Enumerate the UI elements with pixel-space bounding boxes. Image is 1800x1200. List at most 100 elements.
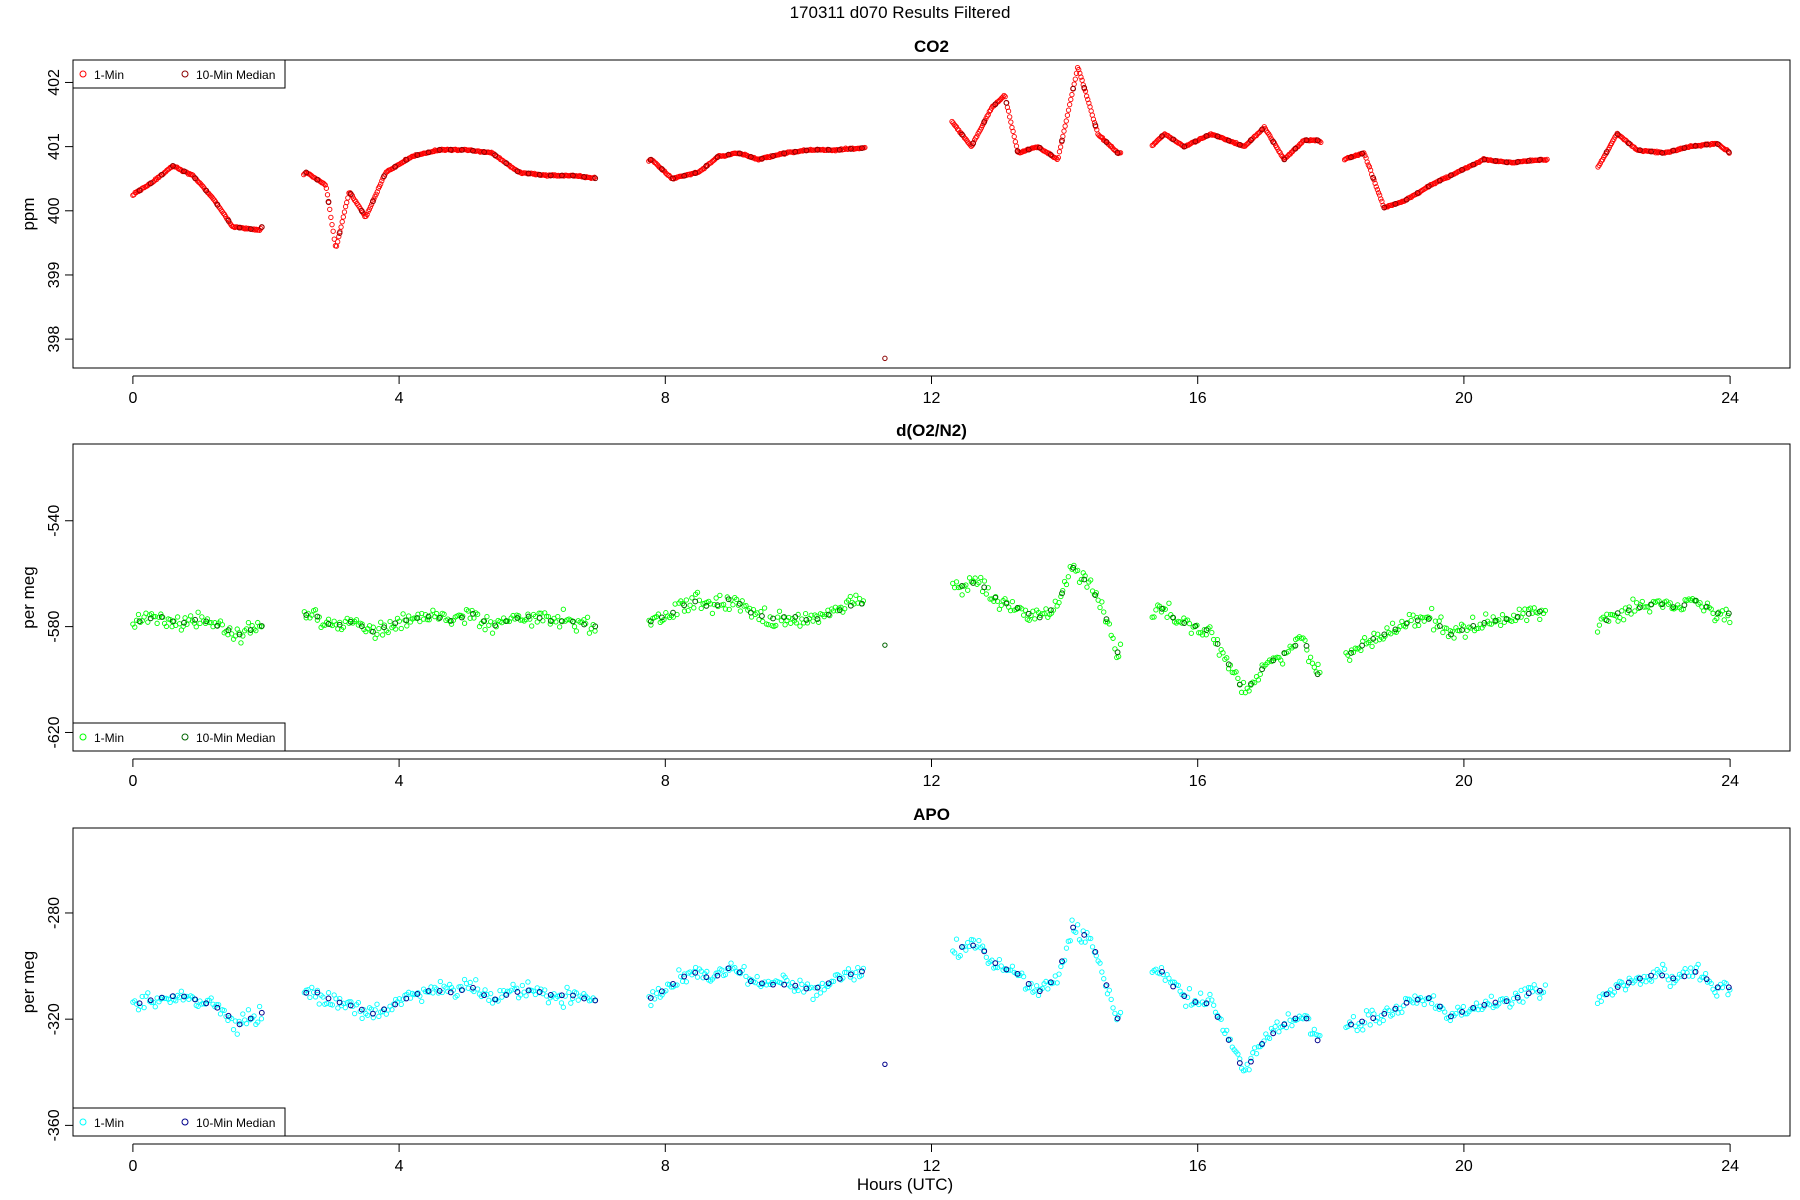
data-point-1min: [320, 622, 326, 628]
data-point-median: [1525, 158, 1532, 164]
data-point-1min: [508, 987, 514, 993]
data-point-median: [314, 176, 321, 183]
data-point-1min: [737, 608, 744, 614]
data-point-median: [570, 172, 576, 179]
data-point-median: [1537, 156, 1543, 163]
data-point-median: [1725, 149, 1732, 156]
data-point-1min: [321, 181, 327, 187]
data-point-median: [1014, 605, 1021, 611]
data-point-1min: [1179, 620, 1185, 626]
data-point-1min: [1449, 628, 1455, 635]
data-point-1min: [685, 607, 691, 614]
panel-apo: APO per meg -360 -320 -280 0 4 8 12 16 20 24 1-Min 10…: [19, 805, 1791, 1175]
data-point-1min: [1099, 969, 1105, 975]
data-point-median: [1292, 642, 1299, 649]
data-point-1min: [741, 963, 747, 970]
data-point-1min: [340, 1000, 347, 1006]
data-point-1min: [1516, 998, 1522, 1004]
data-point-1min: [1069, 91, 1075, 98]
data-point-median: [647, 995, 654, 1001]
data-point-median: [1414, 996, 1421, 1003]
data-point-1min: [204, 997, 211, 1004]
data-point-1min: [309, 612, 315, 618]
data-point-1min: [1050, 607, 1057, 613]
data-point-median: [692, 598, 699, 605]
data-point-median: [1436, 177, 1443, 184]
data-point-1min: [1369, 171, 1375, 178]
data-point-median: [425, 149, 432, 156]
data-point-1min: [1374, 187, 1381, 193]
data-point-median: [1159, 133, 1165, 140]
data-point-1min: [460, 613, 466, 619]
data-point-median: [592, 623, 599, 630]
data-point-median: [258, 1009, 265, 1016]
data-point-median: [1236, 681, 1243, 688]
data-point-1min: [387, 618, 393, 625]
data-point-1min: [735, 602, 742, 608]
data-point-median: [1003, 966, 1010, 973]
data-point-1min: [1619, 608, 1625, 614]
data-point-1min: [1367, 637, 1373, 644]
data-point-median: [347, 191, 354, 197]
data-point-1min: [1347, 657, 1353, 663]
data-point-median: [859, 968, 865, 975]
data-point-1min: [694, 974, 701, 980]
data-point-outlier: [882, 1061, 888, 1068]
data-point-median: [258, 224, 265, 230]
data-point-1min: [1522, 606, 1528, 612]
x-tick-label-co2: 24: [1721, 390, 1739, 407]
data-point-1min: [556, 624, 563, 630]
chart-title-o2: d(O2/N2): [896, 421, 967, 440]
data-point-1min: [1166, 975, 1172, 981]
data-point-median: [381, 624, 387, 631]
data-point-1min: [1005, 108, 1012, 114]
data-point-1min: [1488, 993, 1494, 999]
data-point-median: [1481, 620, 1488, 626]
data-point-median: [792, 148, 799, 155]
data-points-apo: [130, 917, 1733, 1074]
data-point-1min: [195, 609, 201, 615]
y-axis-label-o2: per meg: [19, 566, 38, 628]
plot-frame-o2: [72, 443, 1791, 752]
data-point-median: [1214, 1014, 1221, 1020]
data-point-1min: [1082, 573, 1088, 579]
data-point-1min: [1643, 604, 1649, 610]
data-point-median: [1492, 157, 1499, 164]
data-point-1min: [1209, 629, 1215, 636]
data-point-median: [358, 1006, 365, 1013]
data-point-1min: [1028, 980, 1034, 987]
data-point-median: [1403, 196, 1410, 203]
data-point-median: [1203, 627, 1210, 634]
data-point-median: [1392, 626, 1399, 633]
data-point-1min: [776, 152, 782, 158]
data-point-median: [1314, 1037, 1321, 1044]
data-point-1min: [408, 154, 414, 160]
data-point-median: [1514, 994, 1521, 1001]
data-point-1min: [379, 178, 385, 184]
data-point-1min: [1620, 617, 1627, 623]
data-point-median: [1459, 627, 1466, 633]
data-point-1min: [253, 627, 259, 634]
data-point-1min: [214, 1002, 220, 1008]
data-point-1min: [1078, 74, 1084, 80]
data-point-1min: [986, 108, 992, 115]
data-point-median: [859, 145, 865, 152]
data-point-median: [981, 119, 988, 125]
data-point-1min: [745, 981, 751, 987]
data-point-1min: [1543, 157, 1549, 163]
data-point-1min: [726, 606, 732, 613]
data-point-1min: [1010, 128, 1016, 135]
data-point-median: [1448, 631, 1454, 638]
data-point-1min: [1443, 625, 1450, 631]
data-point-1min: [309, 984, 315, 990]
data-point-1min: [784, 977, 790, 984]
data-point-1min: [1688, 965, 1694, 971]
data-point-1min: [1002, 93, 1008, 100]
data-points-o2: [130, 562, 1733, 696]
data-point-1min: [1473, 1000, 1480, 1006]
data-point-1min: [827, 612, 833, 619]
data-point-1min: [1274, 1019, 1280, 1025]
data-point-median: [158, 994, 165, 1001]
data-point-1min: [344, 199, 350, 206]
data-point-median: [1081, 576, 1088, 583]
